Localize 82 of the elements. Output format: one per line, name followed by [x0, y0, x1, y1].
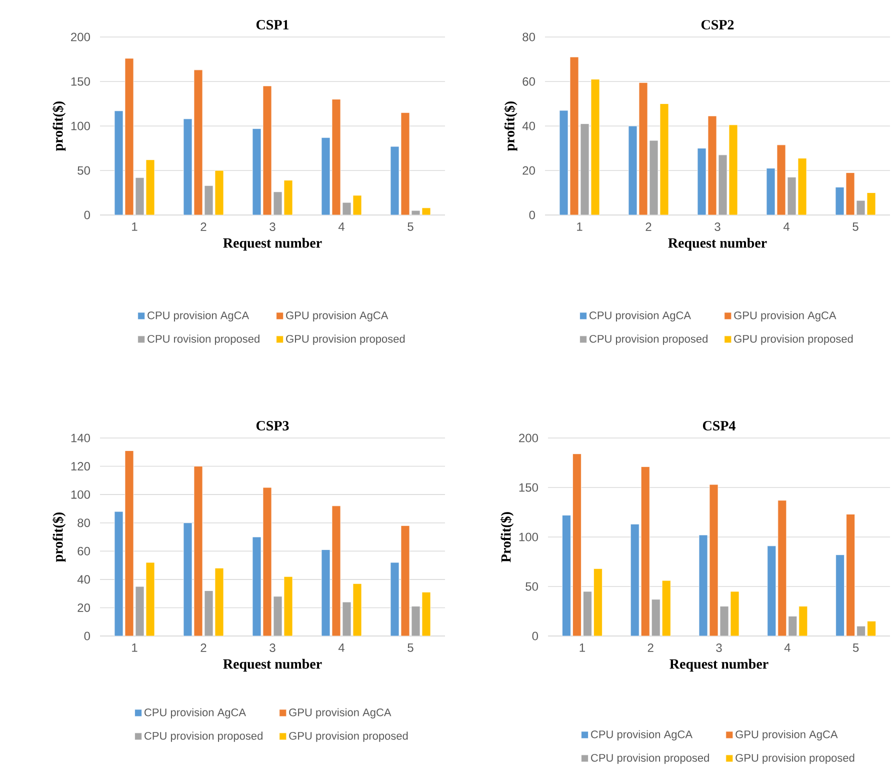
- x-tick-label: 1: [132, 222, 138, 231]
- x-tick-label: 5: [408, 222, 414, 231]
- x-tick-label: 4: [338, 222, 344, 231]
- x-tick-label: 2: [646, 222, 652, 231]
- chart-title: CSP2: [701, 20, 734, 30]
- bar: [778, 500, 787, 636]
- y-tick-label: 20: [78, 603, 90, 612]
- x-tick-label: 4: [784, 644, 790, 652]
- x-tick-label: 3: [270, 644, 276, 652]
- legend-label: GPU provision proposed: [286, 334, 405, 345]
- y-tick-label: 0: [84, 210, 90, 220]
- x-tick-label: 5: [408, 644, 414, 652]
- y-tick-label: 120: [71, 462, 90, 471]
- bar: [836, 554, 845, 636]
- legend-label: GPU provision proposed: [734, 334, 853, 345]
- x-tick-label: 2: [200, 644, 206, 652]
- legend-label: GPU provision AgCA: [736, 730, 838, 740]
- chart-title: CSP1: [256, 20, 288, 30]
- x-tick-label: 1: [580, 644, 585, 652]
- y-tick-label: 80: [78, 518, 90, 528]
- y-tick-label: 150: [519, 483, 538, 492]
- bar: [630, 524, 640, 636]
- x-tick-label: 2: [648, 644, 654, 652]
- y-tick-label: 100: [519, 532, 538, 542]
- x-axis-title: Request number: [670, 658, 768, 672]
- bar: [562, 515, 571, 636]
- y-tick-label: 20: [522, 166, 536, 175]
- legend-label: CPU provision AgCA: [590, 311, 692, 322]
- y-tick-label: 150: [71, 77, 90, 86]
- legend-label: GPU provision AgCA: [734, 311, 836, 322]
- x-tick-label: 3: [714, 222, 720, 232]
- bar: [583, 591, 592, 636]
- y-tick-label: 80: [522, 32, 536, 42]
- y-tick-label: 50: [526, 582, 538, 591]
- y-tick-label: 100: [71, 122, 90, 130]
- x-axis-title: Request number: [668, 238, 767, 251]
- legend-label: CPU provision AgCA: [144, 708, 246, 718]
- bar: [767, 546, 776, 636]
- y-tick-label: 100: [71, 490, 90, 499]
- chart-title: CSP4: [702, 421, 736, 430]
- y-tick-label: 200: [519, 434, 538, 442]
- y-axis-title: profit($): [504, 101, 518, 151]
- y-tick-label: 0: [532, 632, 538, 640]
- y-tick-label: 200: [71, 32, 90, 42]
- legend-label: GPU provision proposed: [736, 754, 854, 764]
- y-tick-label: 60: [78, 546, 90, 556]
- x-axis-title: Request number: [223, 658, 322, 672]
- y-tick-label: 0: [84, 632, 90, 640]
- x-tick-label: 5: [852, 222, 858, 231]
- legend-label: CPU provision AgCA: [591, 730, 693, 740]
- bar: [651, 599, 660, 636]
- y-tick-label: 0: [529, 210, 536, 220]
- y-axis-title: profit($): [52, 512, 66, 562]
- y-tick-label: 60: [522, 77, 536, 86]
- y-axis-title: profit($): [52, 101, 66, 151]
- y-axis-title: Profit($): [500, 512, 514, 562]
- bar: [788, 616, 798, 636]
- chart-title: CSP3: [256, 421, 289, 430]
- y-tick-label: 50: [78, 166, 90, 175]
- x-tick-label: 3: [716, 644, 722, 652]
- x-tick-label: 2: [200, 222, 206, 231]
- legend-label: CPU provision proposed: [591, 754, 709, 764]
- legend-label: CPU provision proposed: [144, 732, 262, 742]
- bar: [846, 514, 856, 636]
- legend-label: GPU provision AgCA: [289, 708, 392, 718]
- legend-label: CPU provision proposed: [590, 334, 708, 345]
- x-tick-label: 1: [132, 644, 138, 652]
- legend-label: CPU provision AgCA: [148, 311, 250, 322]
- x-tick-label: 1: [577, 222, 582, 231]
- x-axis-title: Request number: [223, 238, 322, 251]
- y-tick-label: 140: [71, 434, 90, 442]
- legend-label: CPU rovision proposed: [148, 334, 260, 345]
- legend-label: GPU provision proposed: [289, 732, 408, 742]
- x-tick-label: 4: [338, 644, 344, 652]
- legend-label: GPU provision AgCA: [286, 311, 388, 322]
- x-tick-label: 4: [783, 222, 790, 231]
- y-tick-label: 40: [77, 575, 90, 584]
- x-tick-label: 5: [852, 644, 859, 652]
- bar: [572, 454, 582, 636]
- bar: [640, 466, 650, 636]
- y-tick-label: 40: [522, 122, 536, 130]
- x-tick-label: 3: [270, 222, 276, 232]
